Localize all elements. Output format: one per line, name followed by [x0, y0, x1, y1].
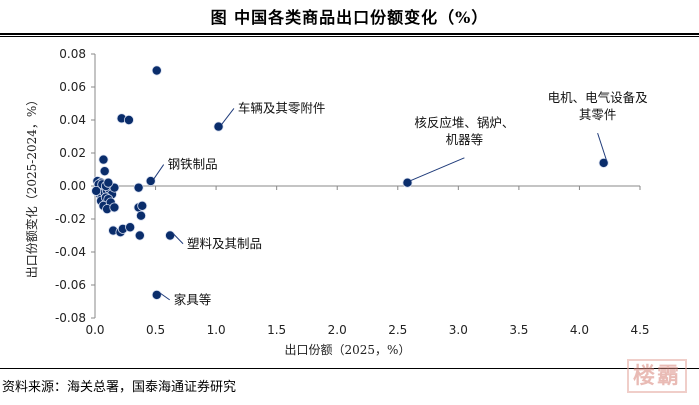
x-tick-label: 1.5 — [267, 323, 286, 337]
data-point — [103, 177, 114, 188]
x-tick-label: 2.5 — [388, 323, 407, 337]
x-tick-label: 0.0 — [85, 323, 104, 337]
y-tick-label: 0.08 — [59, 47, 86, 61]
data-point — [137, 200, 148, 211]
data-point — [213, 121, 224, 132]
data-point — [125, 222, 136, 233]
annotation-label: 钢铁制品 — [168, 157, 218, 172]
data-point — [123, 115, 134, 126]
scatter-chart: 0.08 0.06 0.04 0.02 0.00 -0.02 -0.04 -0.06 -0.08… — [24, 47, 650, 357]
data-point — [145, 176, 156, 187]
data-point — [598, 157, 609, 168]
data-point — [402, 177, 413, 188]
annotation-leader-line — [410, 157, 465, 182]
y-tick-label: -0.02 — [55, 212, 86, 226]
y-tick-label: 0.04 — [59, 113, 86, 127]
x-tick-label: 4.5 — [630, 323, 649, 337]
x-axis-title: 出口份额（2025，%） — [285, 343, 411, 357]
data-point — [98, 154, 109, 165]
annotation-leader-line — [172, 233, 184, 245]
y-tick-label: -0.04 — [55, 245, 86, 259]
x-tick-label: 2.0 — [328, 323, 347, 337]
chart-title: 图 中国各类商品出口份额变化（%） — [210, 8, 489, 27]
y-tick-label: -0.08 — [55, 311, 86, 325]
y-tick-label: 0.00 — [59, 179, 86, 193]
x-tick-label: 1.0 — [207, 323, 226, 337]
annotation-leader-line — [221, 108, 235, 125]
data-point — [136, 210, 147, 221]
annotation-label: 机器等 — [446, 132, 484, 147]
y-tick-label: -0.06 — [55, 278, 86, 292]
y-tick-label: 0.06 — [59, 80, 86, 94]
watermark-stamp: 楼霸 — [620, 356, 694, 396]
title-rule-thick — [0, 33, 699, 35]
data-point — [151, 289, 162, 300]
annotation-label: 核反应堆、锅炉、 — [414, 115, 514, 130]
annotation-label: 家具等 — [174, 292, 212, 307]
annotation-label: 塑料及其制品 — [187, 236, 262, 251]
source-note: 资料来源：海关总署，国泰海通证券研究 — [2, 380, 237, 395]
x-tick-label: 4.0 — [570, 323, 589, 337]
x-tick-label: 3.0 — [449, 323, 468, 337]
annotation-label: 车辆及其零附件 — [238, 100, 326, 115]
data-point — [134, 230, 145, 241]
data-point — [91, 185, 102, 196]
y-axis-title: 出口份额变化（2025-2024，%） — [24, 94, 39, 279]
watermark-text: 楼霸 — [626, 359, 687, 393]
annotation-label: 其零件 — [579, 107, 617, 122]
data-point — [151, 65, 162, 76]
source-rule — [0, 368, 699, 369]
y-tick-label: 0.02 — [59, 146, 86, 160]
data-point — [99, 166, 110, 177]
annotation-label: 电机、电气设备及 — [548, 90, 649, 105]
data-point — [133, 182, 144, 193]
annotation-leader-line — [597, 132, 608, 162]
annotation-leader-line — [153, 164, 165, 180]
x-tick-label: 0.5 — [146, 323, 165, 337]
x-tick-label: 3.5 — [509, 323, 528, 337]
data-point — [165, 230, 176, 241]
title-rule-thin — [0, 36, 699, 37]
annotation-leader-line — [159, 292, 171, 301]
data-point — [109, 202, 120, 213]
